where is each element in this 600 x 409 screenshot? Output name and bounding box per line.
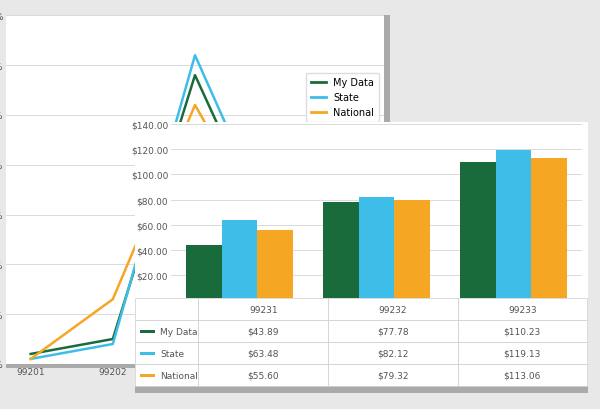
FancyBboxPatch shape <box>328 321 458 342</box>
FancyBboxPatch shape <box>135 364 199 387</box>
Text: 99232: 99232 <box>379 305 407 314</box>
Text: $110.23: $110.23 <box>503 327 541 336</box>
FancyBboxPatch shape <box>140 330 155 333</box>
FancyBboxPatch shape <box>135 299 199 321</box>
Text: $119.13: $119.13 <box>503 349 541 358</box>
Text: State: State <box>160 349 184 358</box>
FancyBboxPatch shape <box>199 342 328 364</box>
FancyBboxPatch shape <box>328 364 458 387</box>
Bar <box>186 245 221 301</box>
FancyBboxPatch shape <box>458 321 587 342</box>
Bar <box>221 221 257 301</box>
FancyBboxPatch shape <box>135 342 199 364</box>
Bar <box>257 231 293 301</box>
Bar <box>394 201 430 301</box>
FancyBboxPatch shape <box>458 299 587 321</box>
FancyBboxPatch shape <box>135 321 199 342</box>
Bar <box>323 203 359 301</box>
FancyBboxPatch shape <box>328 342 458 364</box>
FancyBboxPatch shape <box>328 299 458 321</box>
Text: $113.06: $113.06 <box>503 371 541 380</box>
Text: $43.89: $43.89 <box>247 327 279 336</box>
Text: $82.12: $82.12 <box>377 349 409 358</box>
Text: $77.78: $77.78 <box>377 327 409 336</box>
Text: $55.60: $55.60 <box>247 371 279 380</box>
Text: 99233: 99233 <box>508 305 536 314</box>
FancyBboxPatch shape <box>458 364 587 387</box>
FancyBboxPatch shape <box>458 342 587 364</box>
Bar <box>460 162 496 301</box>
Text: $63.48: $63.48 <box>247 349 279 358</box>
FancyBboxPatch shape <box>199 299 328 321</box>
Bar <box>532 159 567 301</box>
FancyBboxPatch shape <box>140 374 155 377</box>
Bar <box>496 151 532 301</box>
Text: $79.32: $79.32 <box>377 371 409 380</box>
FancyBboxPatch shape <box>140 352 155 355</box>
FancyBboxPatch shape <box>199 321 328 342</box>
Text: My Data: My Data <box>160 327 197 336</box>
Bar <box>359 198 394 301</box>
Legend: My Data, State, National: My Data, State, National <box>306 73 379 123</box>
FancyBboxPatch shape <box>199 364 328 387</box>
Text: 99231: 99231 <box>249 305 278 314</box>
Text: National: National <box>160 371 198 380</box>
